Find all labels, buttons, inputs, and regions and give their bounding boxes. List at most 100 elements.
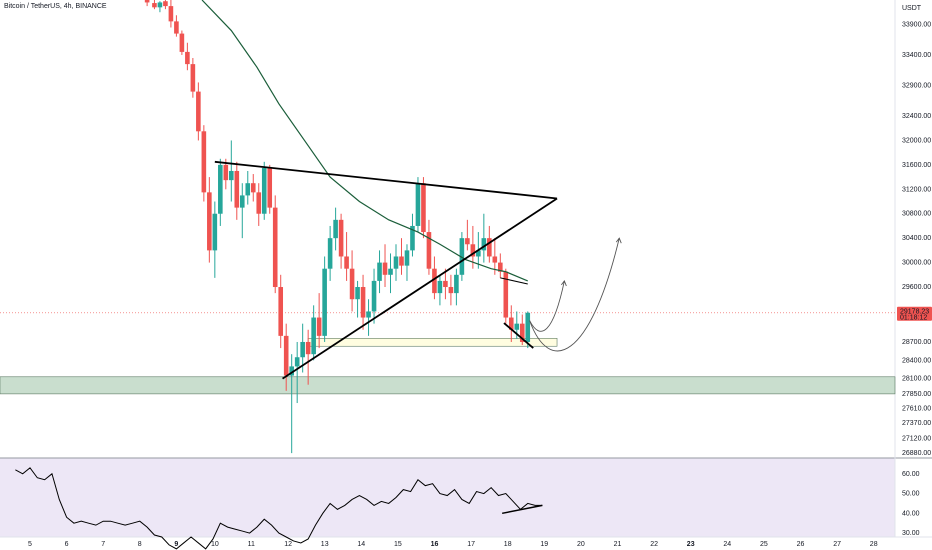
candle-body[interactable] xyxy=(366,311,371,318)
candle-body[interactable] xyxy=(207,192,212,251)
price-tick-label: 27850.00 xyxy=(902,391,931,398)
candle-body[interactable] xyxy=(399,256,404,266)
time-tick-label: 23 xyxy=(687,541,695,548)
projection-path[interactable] xyxy=(529,280,565,332)
candle-body[interactable] xyxy=(443,280,448,288)
projection-path[interactable] xyxy=(529,238,620,352)
projection-arrowhead xyxy=(615,237,622,244)
candle-body[interactable] xyxy=(218,164,223,214)
candle-body[interactable] xyxy=(393,256,399,269)
candle-body[interactable] xyxy=(470,244,476,257)
candle-body[interactable] xyxy=(519,323,525,342)
candle-body[interactable] xyxy=(459,238,465,275)
candle-body[interactable] xyxy=(508,317,514,330)
candle-body[interactable] xyxy=(305,341,311,355)
candle-body[interactable] xyxy=(454,274,459,294)
trendline[interactable] xyxy=(214,160,558,200)
trendline[interactable] xyxy=(503,322,534,349)
candle-body[interactable] xyxy=(239,195,245,208)
candle-body[interactable] xyxy=(344,256,349,269)
candle-body[interactable] xyxy=(267,167,273,208)
candle-body[interactable] xyxy=(152,3,157,8)
candle-body[interactable] xyxy=(278,287,284,336)
candle-body[interactable] xyxy=(261,167,267,214)
candle-body[interactable] xyxy=(201,131,207,193)
candle-body[interactable] xyxy=(250,183,256,193)
candle-body[interactable] xyxy=(481,238,487,251)
candle-body[interactable] xyxy=(371,280,377,312)
candle-body[interactable] xyxy=(327,238,333,269)
candle-body[interactable] xyxy=(465,238,470,245)
time-tick-label: 27 xyxy=(833,541,841,548)
candle-body[interactable] xyxy=(492,256,498,263)
rsi-line xyxy=(15,467,543,550)
candle-body[interactable] xyxy=(316,317,322,336)
price-tick-label: 31200.00 xyxy=(902,186,931,193)
time-tick-label: 11 xyxy=(248,541,255,548)
candle-body[interactable] xyxy=(355,287,360,300)
time-tick-label: 15 xyxy=(394,541,402,548)
candle-body[interactable] xyxy=(245,183,251,196)
candle-body[interactable] xyxy=(144,0,150,3)
candle-body[interactable] xyxy=(229,170,234,181)
candle-body[interactable] xyxy=(426,232,432,269)
time-tick-label: 7 xyxy=(101,541,105,548)
candle-body[interactable] xyxy=(283,335,289,376)
time-tick-label: 5 xyxy=(28,541,32,548)
candle-body[interactable] xyxy=(294,357,300,367)
candle-body[interactable] xyxy=(503,271,509,318)
candle-body[interactable] xyxy=(432,268,437,294)
price-tick-label: 32400.00 xyxy=(902,113,931,120)
candle-body[interactable] xyxy=(476,250,481,257)
candle-body[interactable] xyxy=(404,250,410,266)
candle-body[interactable] xyxy=(322,268,327,336)
candle-body[interactable] xyxy=(272,207,278,288)
candle-body[interactable] xyxy=(185,51,190,65)
rsi-tick-label: 40.00 xyxy=(902,510,920,517)
price-tick-label: 33400.00 xyxy=(902,52,931,59)
candle-body[interactable] xyxy=(168,6,174,22)
price-tick-label: 27120.00 xyxy=(902,435,931,442)
candle-body[interactable] xyxy=(498,262,503,272)
candle-body[interactable] xyxy=(223,164,229,181)
price-tick-label: 28700.00 xyxy=(902,339,931,346)
candle-body[interactable] xyxy=(174,21,179,34)
trendline[interactable] xyxy=(282,197,558,380)
candle-body[interactable] xyxy=(415,183,421,226)
candle-body[interactable] xyxy=(157,2,163,8)
time-tick-label: 9 xyxy=(174,541,178,548)
projection-arrowhead xyxy=(561,279,567,287)
candle-body[interactable] xyxy=(333,219,338,239)
candle-body[interactable] xyxy=(163,1,168,7)
candle-body[interactable] xyxy=(487,238,492,257)
candle-body[interactable] xyxy=(377,262,382,281)
candle-body[interactable] xyxy=(289,366,294,376)
candle-body[interactable] xyxy=(421,183,426,233)
candle-body[interactable] xyxy=(388,268,393,275)
candle-body[interactable] xyxy=(300,341,305,358)
support-zone xyxy=(0,376,896,395)
candle-body[interactable] xyxy=(338,219,344,257)
price-tick-label: 30000.00 xyxy=(902,260,931,267)
time-tick-label: 24 xyxy=(723,541,731,548)
candle-body[interactable] xyxy=(234,170,240,208)
candle-body[interactable] xyxy=(190,64,196,92)
candle-body[interactable] xyxy=(212,213,218,251)
candle-body[interactable] xyxy=(256,192,262,214)
candle-body[interactable] xyxy=(514,323,520,330)
candle-body[interactable] xyxy=(437,280,443,294)
rsi-divergence-line[interactable] xyxy=(501,504,543,515)
candle-body[interactable] xyxy=(448,287,454,294)
candle-body[interactable] xyxy=(349,268,355,300)
demand-zone xyxy=(307,338,558,347)
candle-body[interactable] xyxy=(179,33,185,52)
trendline[interactable] xyxy=(500,277,528,285)
candle-body[interactable] xyxy=(196,91,201,132)
candle-body[interactable] xyxy=(410,225,415,251)
candle-body[interactable] xyxy=(360,287,366,318)
candle-body[interactable] xyxy=(382,262,388,275)
candle-body[interactable] xyxy=(525,312,531,342)
price-tick-label: 27610.00 xyxy=(902,406,931,413)
candle-body[interactable] xyxy=(311,317,316,355)
